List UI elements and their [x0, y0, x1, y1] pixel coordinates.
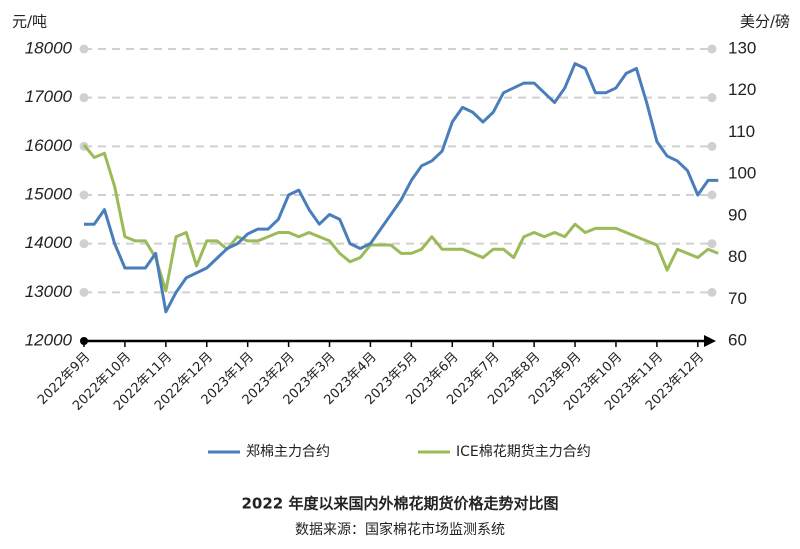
y2-tick-label: 100: [728, 164, 756, 183]
series-line: [82, 143, 719, 293]
y-tick-label: 17000: [25, 87, 73, 106]
y2-tick-label: 130: [728, 38, 756, 57]
grid-dot: [79, 190, 89, 200]
y2-tick-label: 80: [728, 247, 747, 266]
y2-axis-label: 美分/磅: [740, 13, 790, 31]
chart-title: 2022 年度以来国内外棉花期货价格走势对比图: [242, 495, 559, 513]
axis-arrow: [704, 335, 716, 347]
grid-dot: [79, 93, 89, 103]
grid-dot: [707, 141, 717, 151]
legend-label: ICE棉花期货主力合约: [456, 443, 591, 460]
grid-dot: [707, 44, 717, 54]
grid-dot: [79, 287, 89, 297]
grid-dot: [79, 44, 89, 54]
series-line: [84, 62, 719, 314]
y-axis-label: 元/吨: [12, 13, 47, 31]
y2-tick-label: 120: [728, 80, 756, 99]
y-tick-label: 12000: [25, 330, 73, 349]
grid-dot: [707, 93, 717, 103]
chart-subtitle: 数据来源：国家棉花市场监测系统: [295, 521, 505, 538]
y-tick-label: 18000: [25, 38, 73, 57]
grid-dot: [79, 239, 89, 249]
y-tick-label: 13000: [25, 282, 73, 301]
y-tick-label: 16000: [25, 136, 73, 155]
y-tick-label: 15000: [25, 184, 73, 203]
grid-dot: [707, 239, 717, 249]
y2-tick-label: 70: [728, 289, 747, 308]
y-tick-label: 14000: [25, 233, 73, 252]
legend-label: 郑棉主力合约: [246, 443, 330, 460]
grid-dot: [707, 287, 717, 297]
grid-dot: [707, 190, 717, 200]
y2-tick-label: 110: [728, 122, 755, 141]
y2-tick-label: 90: [728, 205, 747, 224]
y2-tick-label: 60: [728, 330, 747, 349]
